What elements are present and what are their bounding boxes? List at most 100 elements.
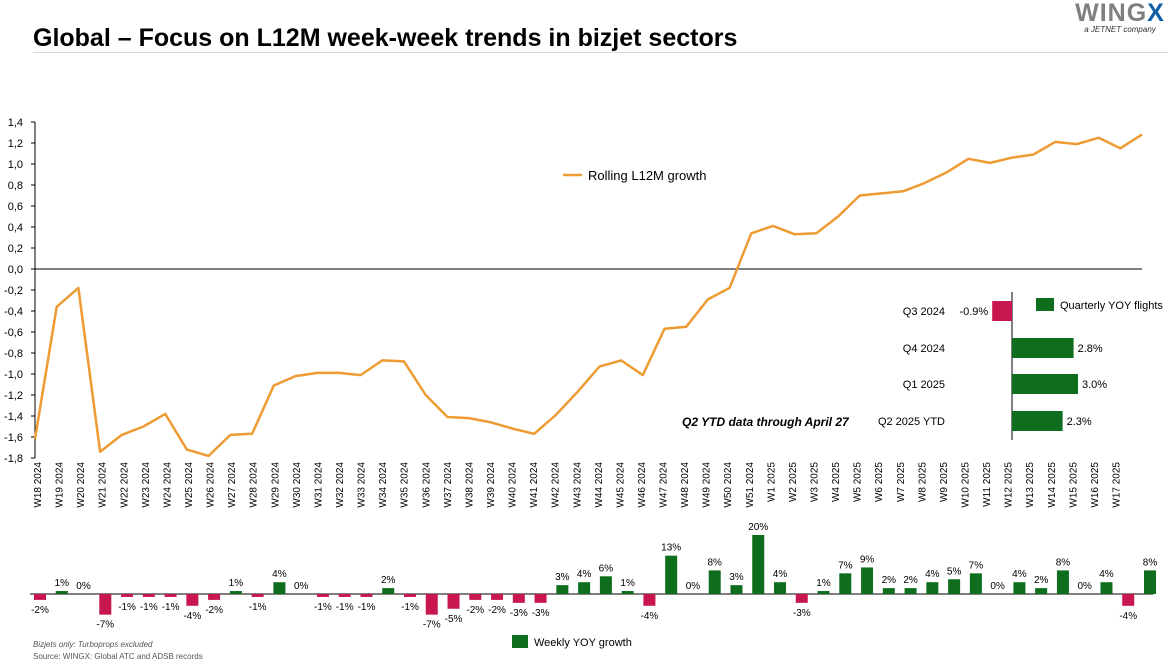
weekly-bar bbox=[904, 588, 917, 594]
weekly-bar bbox=[164, 594, 177, 597]
quarterly-bar bbox=[1012, 338, 1074, 358]
weekly-bar bbox=[338, 594, 351, 597]
x-tick-label: W27 2024 bbox=[227, 462, 238, 508]
weekly-bar bbox=[556, 585, 569, 594]
quarterly-value-label: 3.0% bbox=[1082, 379, 1107, 391]
weekly-bar-label: 2% bbox=[903, 575, 918, 586]
weekly-bar-label: 7% bbox=[969, 560, 984, 571]
quarterly-bar-chart: Q3 2024 -0.9% Q4 2024 2.8% Q1 2025 3.0% Q2 202… bbox=[878, 292, 1107, 440]
x-tick-label: W33 2024 bbox=[357, 462, 368, 508]
weekly-bar bbox=[512, 594, 525, 603]
y-tick-label: -1,0 bbox=[4, 369, 23, 381]
weekly-bar bbox=[926, 582, 939, 594]
weekly-bar bbox=[360, 594, 373, 597]
weekly-bar-label: 1% bbox=[229, 578, 244, 589]
weekly-bar bbox=[491, 594, 504, 600]
weekly-bar bbox=[665, 555, 678, 594]
y-tick-label: 1,0 bbox=[8, 159, 23, 171]
y-tick-label: 1,2 bbox=[8, 138, 23, 150]
weekly-bar bbox=[121, 594, 134, 597]
line-chart-axes: 1,4 1,2 1,0 0,8 0,6 0,4 0,2 0,0 -0,2 -0,4 -0,6 -0,8… bbox=[4, 117, 1142, 465]
weekly-bar-label: 2% bbox=[1034, 575, 1049, 586]
x-tick-label: W39 2024 bbox=[486, 462, 497, 508]
weekly-bar bbox=[34, 594, 46, 600]
weekly-bar bbox=[969, 573, 982, 594]
weekly-bar bbox=[229, 591, 242, 594]
weekly-bar-label: -1% bbox=[314, 602, 332, 613]
quarterly-bar bbox=[992, 301, 1012, 321]
weekly-bar bbox=[621, 591, 634, 594]
y-tick-label: -0,6 bbox=[4, 327, 23, 339]
weekly-bar-label: -5% bbox=[445, 614, 463, 625]
quarterly-value-label: -0.9% bbox=[959, 306, 988, 318]
x-tick-label: W28 2024 bbox=[249, 462, 260, 508]
weekly-bar bbox=[208, 594, 221, 600]
x-tick-label: W11 2025 bbox=[982, 462, 993, 507]
weekly-bar-label: 5% bbox=[947, 566, 962, 577]
x-tick-label: W40 2024 bbox=[508, 462, 519, 508]
x-tick-label: W18 2024 bbox=[33, 462, 44, 508]
x-tick-label: W9 2025 bbox=[939, 462, 950, 502]
x-tick-label: W5 2025 bbox=[853, 462, 864, 502]
weekly-bar-label: 0% bbox=[294, 581, 309, 592]
weekly-bar-label: 4% bbox=[272, 569, 287, 580]
weekly-bar-label: -2% bbox=[205, 605, 223, 616]
weekly-bar bbox=[774, 582, 786, 594]
wingx-logo: WINGX a JETNET company bbox=[1070, 0, 1170, 34]
x-tick-label: W26 2024 bbox=[206, 462, 217, 508]
weekly-bar-label: 4% bbox=[577, 569, 592, 580]
weekly-bar-label: 3% bbox=[729, 572, 744, 583]
x-tick-label: W21 2024 bbox=[98, 462, 109, 508]
weekly-bar-label: -1% bbox=[140, 602, 158, 613]
weekly-bar-label: 0% bbox=[990, 581, 1005, 592]
quarterly-category-label: Q2 2025 YTD bbox=[878, 416, 945, 428]
weekly-bar-label: -1% bbox=[358, 602, 376, 613]
x-tick-label: W50 2024 bbox=[723, 462, 734, 508]
logo-subtitle: a JETNET company bbox=[1084, 25, 1156, 34]
rolling-growth-line bbox=[33, 133, 1143, 458]
weekly-bar bbox=[469, 594, 482, 600]
x-tick-label: W35 2024 bbox=[400, 462, 411, 508]
x-tick-label: W49 2024 bbox=[702, 462, 713, 508]
x-tick-label: W14 2025 bbox=[1047, 462, 1058, 508]
quarterly-value-label: 2.8% bbox=[1078, 343, 1103, 355]
x-tick-label: W31 2024 bbox=[313, 462, 324, 508]
y-tick-label: -1,4 bbox=[4, 411, 23, 423]
weekly-bar bbox=[861, 567, 874, 594]
x-tick-label: W3 2025 bbox=[810, 462, 821, 502]
y-tick-label: 0,4 bbox=[8, 222, 23, 234]
y-tick-label: -1,8 bbox=[4, 453, 23, 465]
weekly-bar-label: 8% bbox=[1056, 557, 1071, 568]
weekly-bar-chart: -2%1% 0%-7%-1% -1% -1%-4%-2%1%-1%4%0%-1% -1%… bbox=[30, 522, 1157, 631]
weekly-bar bbox=[1144, 570, 1156, 594]
x-tick-label: W24 2024 bbox=[162, 462, 173, 508]
weekly-bar bbox=[599, 576, 612, 594]
weekly-bar-label: 4% bbox=[925, 569, 940, 580]
weekly-bar bbox=[1035, 588, 1048, 594]
weekly-bar bbox=[534, 594, 547, 603]
weekly-bar-label: -7% bbox=[423, 620, 441, 631]
x-tick-label: W38 2024 bbox=[464, 462, 475, 508]
weekly-legend-label: Weekly YOY growth bbox=[534, 637, 632, 649]
weekly-bar bbox=[795, 594, 808, 603]
q2-annotation: Q2 YTD data through April 27 bbox=[682, 415, 850, 429]
weekly-bar-label: 0% bbox=[1077, 581, 1092, 592]
logo-wordmark: WINGX bbox=[1075, 0, 1165, 27]
weekly-bar bbox=[251, 594, 264, 597]
weekly-bar-label: 6% bbox=[599, 563, 614, 574]
weekly-bar bbox=[708, 570, 721, 594]
weekly-bar-label: -2% bbox=[466, 605, 484, 616]
y-tick-label: -0,8 bbox=[4, 348, 23, 360]
weekly-bar-label: 2% bbox=[381, 575, 396, 586]
quarterly-category-label: Q4 2024 bbox=[903, 343, 945, 355]
weekly-bar-label: 1% bbox=[620, 578, 635, 589]
weekly-bar-label: -2% bbox=[488, 605, 506, 616]
weekly-legend-swatch bbox=[512, 635, 528, 648]
weekly-bar-label: 1% bbox=[816, 578, 831, 589]
legends: Rolling L12M growth Weekly YOY growth Qu… bbox=[512, 168, 1163, 649]
x-tick-label: W41 2024 bbox=[529, 462, 540, 508]
weekly-bar-label: -3% bbox=[532, 608, 550, 619]
x-tick-label: W22 2024 bbox=[119, 462, 130, 508]
quarterly-legend-swatch bbox=[1036, 298, 1054, 311]
